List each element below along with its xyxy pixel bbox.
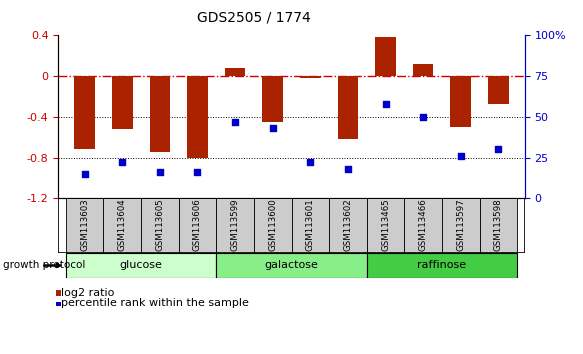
Point (268, 125, 278, 131)
Text: GSM113603: GSM113603 (80, 198, 89, 251)
Bar (178, 198, 216, 253)
Point (381, 101, 390, 107)
Bar (224, 68, 245, 76)
Bar (338, 76, 359, 139)
Bar (292, 198, 329, 253)
Bar (112, 76, 132, 129)
Text: GSM113598: GSM113598 (494, 198, 503, 251)
Bar (149, 76, 170, 153)
Bar (262, 76, 283, 122)
Bar (375, 38, 396, 76)
Point (155, 169, 164, 175)
Point (230, 119, 240, 125)
Bar (187, 76, 208, 158)
Point (80, 171, 89, 177)
Text: GSM113466: GSM113466 (419, 198, 428, 251)
Bar (405, 198, 442, 253)
Bar (367, 253, 517, 278)
Bar (74, 76, 95, 149)
Bar (103, 198, 141, 253)
Bar (480, 198, 517, 253)
Text: GSM113601: GSM113601 (306, 198, 315, 251)
Text: log2 ratio: log2 ratio (61, 288, 115, 298)
Bar (66, 198, 103, 253)
Bar (141, 198, 178, 253)
Text: GSM113599: GSM113599 (231, 198, 240, 251)
Text: raffinose: raffinose (417, 261, 466, 270)
Text: galactose: galactose (265, 261, 318, 270)
Text: glucose: glucose (120, 261, 163, 270)
Bar (216, 253, 367, 278)
Text: GSM113600: GSM113600 (268, 198, 277, 251)
Text: GSM113465: GSM113465 (381, 198, 390, 251)
Point (193, 169, 202, 175)
Bar (329, 198, 367, 253)
Text: percentile rank within the sample: percentile rank within the sample (61, 298, 249, 308)
Point (305, 160, 315, 165)
Bar (300, 76, 321, 78)
Text: GSM113602: GSM113602 (343, 198, 352, 251)
Bar (367, 198, 405, 253)
Point (419, 114, 428, 120)
Point (494, 147, 503, 152)
Point (118, 160, 127, 165)
Bar (413, 64, 434, 76)
Text: GSM113604: GSM113604 (118, 198, 127, 251)
Text: GSM113606: GSM113606 (193, 198, 202, 251)
Point (343, 166, 353, 172)
Text: GSM113605: GSM113605 (155, 198, 164, 251)
Bar (216, 198, 254, 253)
Point (456, 153, 465, 159)
Text: growth protocol: growth protocol (3, 261, 85, 270)
Bar (442, 198, 480, 253)
Text: GSM113597: GSM113597 (456, 198, 465, 251)
Bar (66, 253, 216, 278)
Bar (451, 76, 471, 127)
Bar (254, 198, 292, 253)
Text: GDS2505 / 1774: GDS2505 / 1774 (197, 11, 311, 25)
Bar (488, 76, 509, 104)
